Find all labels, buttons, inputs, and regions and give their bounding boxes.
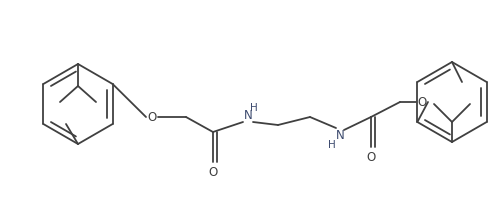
- Text: N: N: [244, 109, 252, 122]
- Text: O: O: [417, 96, 427, 109]
- Text: H: H: [250, 103, 258, 112]
- Text: N: N: [336, 129, 344, 142]
- Text: O: O: [366, 151, 376, 164]
- Text: O: O: [147, 111, 157, 124]
- Text: H: H: [328, 139, 336, 149]
- Text: O: O: [208, 166, 218, 179]
